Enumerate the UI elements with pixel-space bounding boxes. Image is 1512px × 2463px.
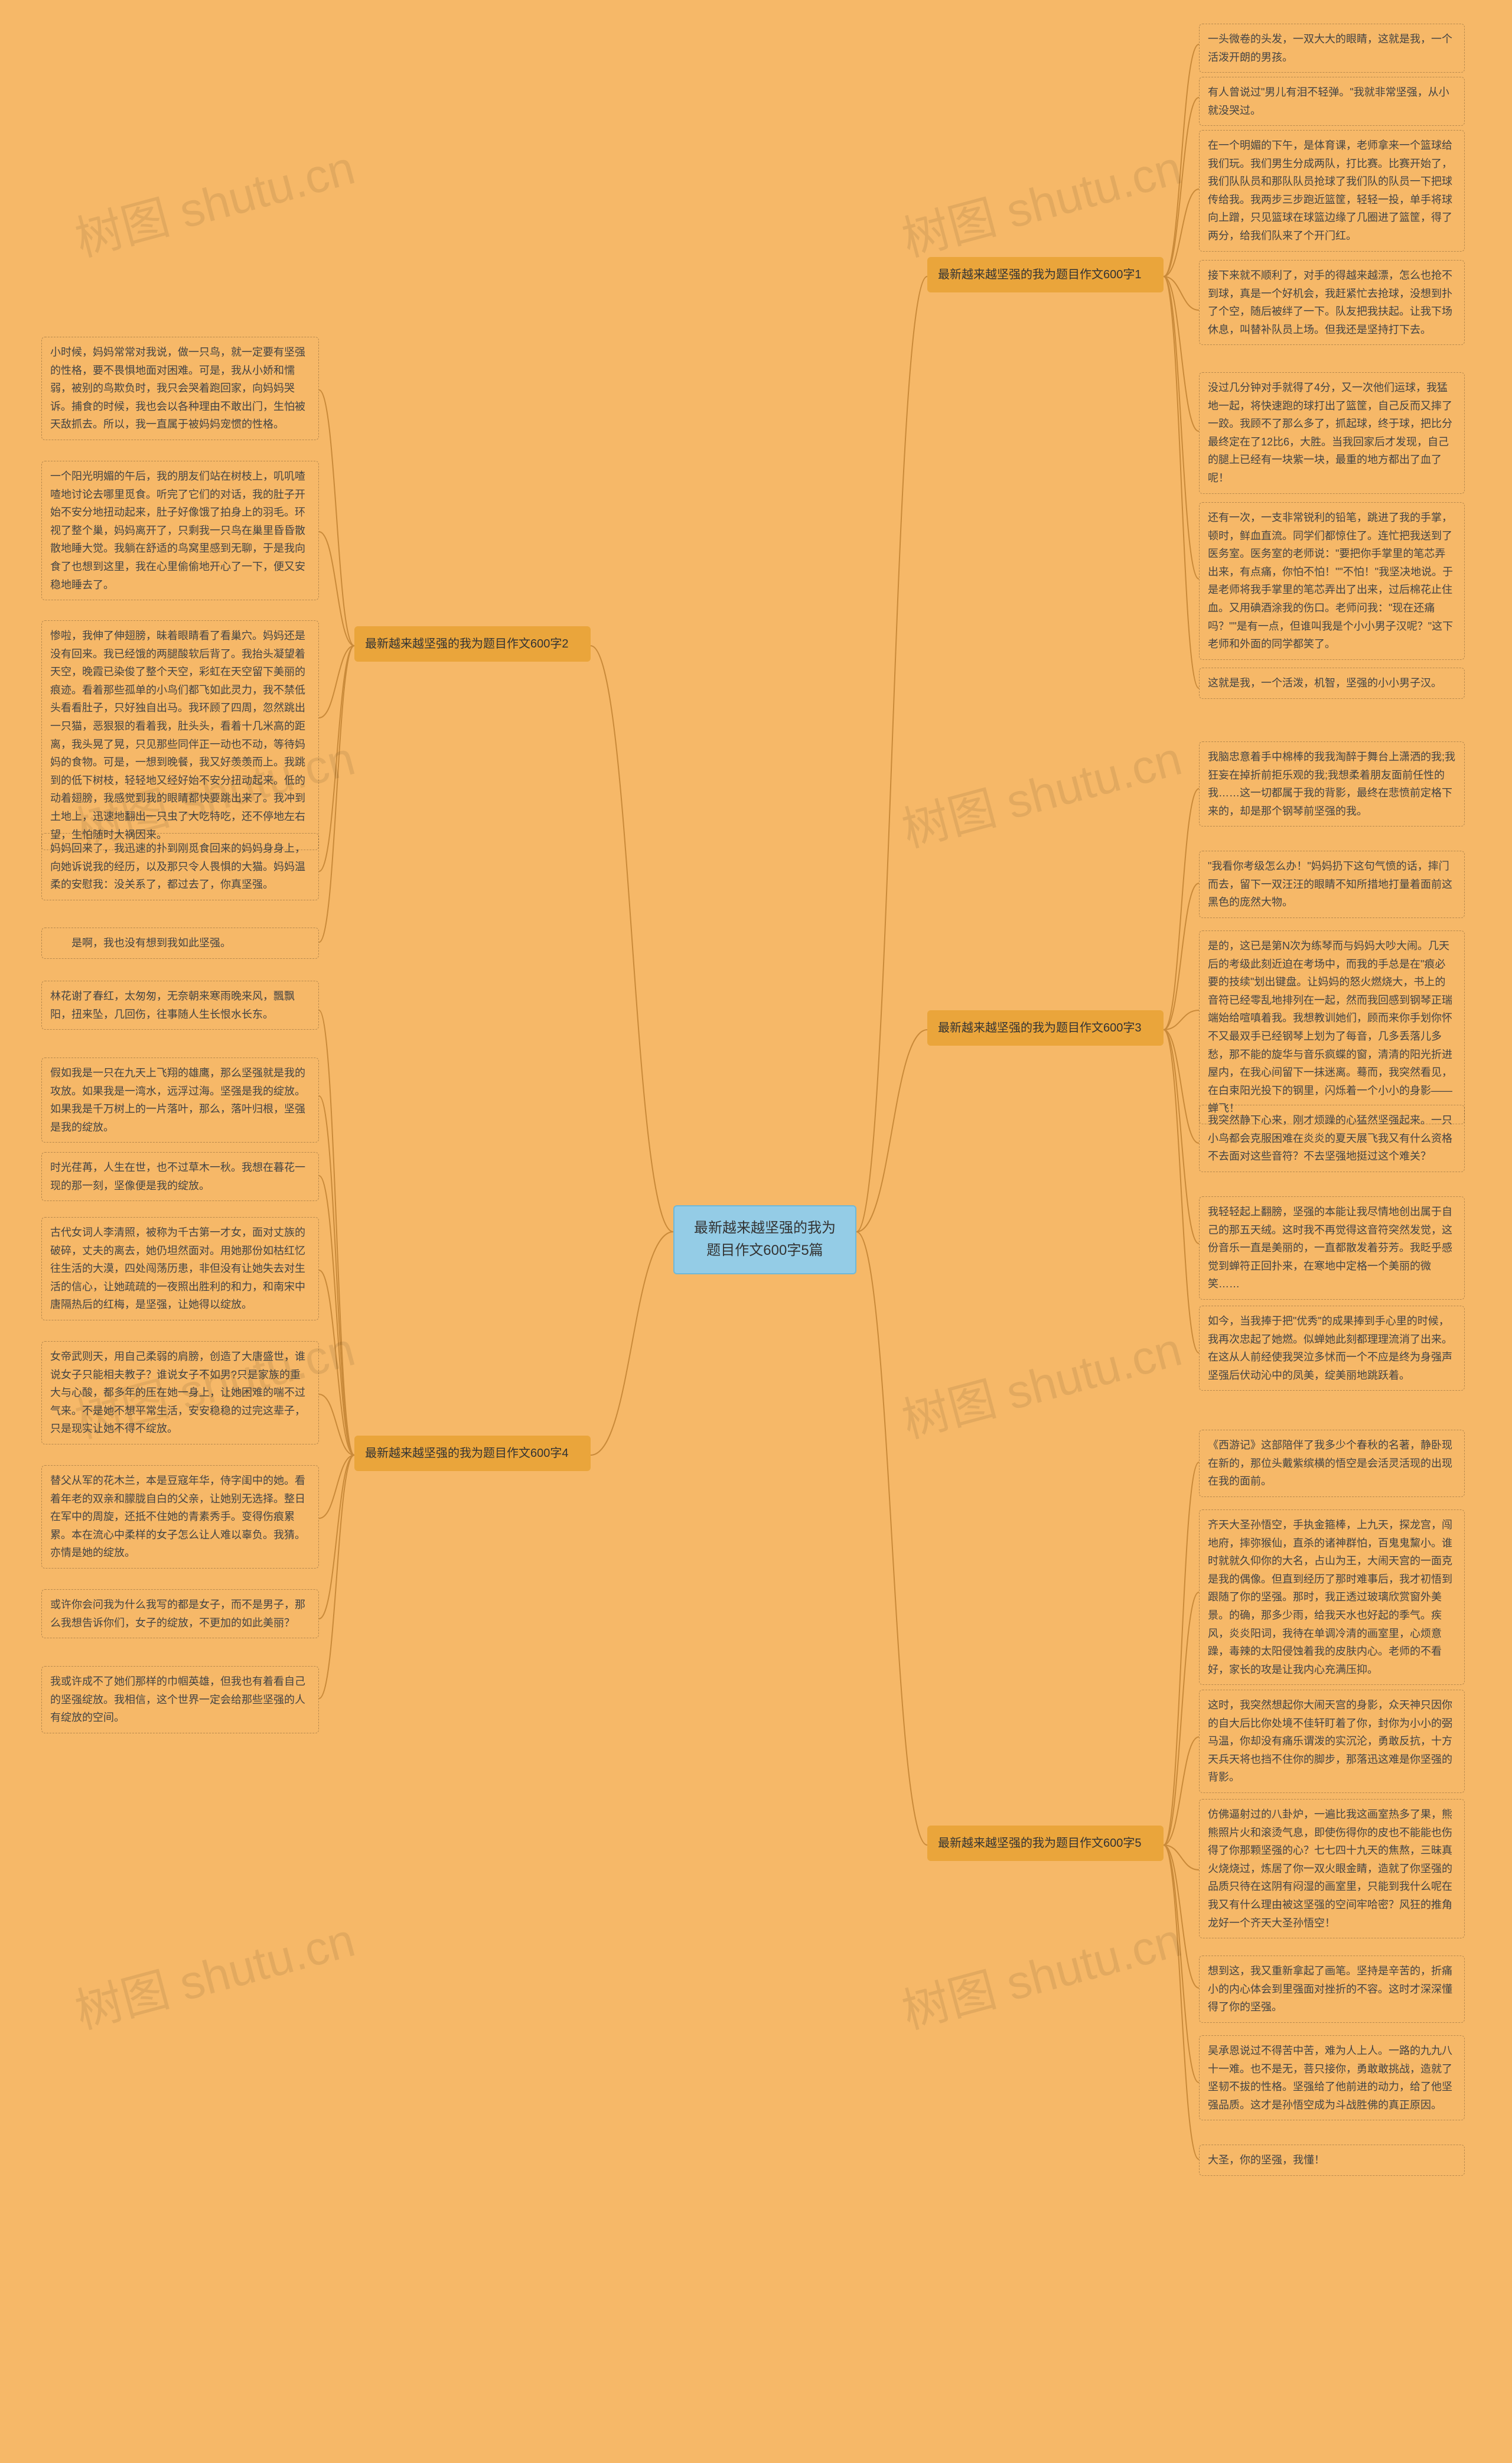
branch-node: 最新越来越坚强的我为题目作文600字1 — [927, 257, 1164, 292]
leaf-node: 想到这，我又重新拿起了画笔。坚持是辛苦的，折痛小的内心体会到里强面对挫折的不容。… — [1199, 1956, 1465, 2023]
leaf-node: 大圣，你的坚强，我懂！ — [1199, 2145, 1465, 2176]
leaf-node: 吴承恩说过不得苦中苦，难为人上人。一路的九九八十一难。也不是无，菩只接你，勇敢敢… — [1199, 2035, 1465, 2120]
leaf-node: 古代女词人李清照，被称为千古第一才女，面对丈族的破碎，丈夫的离去，她仍坦然面对。… — [41, 1217, 319, 1320]
leaf-node: 我轻轻起上翻膀，坚强的本能让我尽情地创出属于自己的那五天绒。这时我不再觉得这音符… — [1199, 1196, 1465, 1300]
leaf-node: 是啊，我也没有想到我如此坚强。 — [41, 928, 319, 959]
leaf-node: 在一个明媚的下午，是体育课，老师拿来一个篮球给我们玩。我们男生分成两队，打比赛。… — [1199, 130, 1465, 252]
leaf-node: 女帝武则天，用自己柔弱的肩膀，创造了大唐盛世，谁说女子只能相夫教子？谁说女子不如… — [41, 1341, 319, 1444]
branch-node: 最新越来越坚强的我为题目作文600字2 — [354, 626, 591, 662]
leaf-node: 小时候，妈妈常常对我说，做一只鸟，就一定要有坚强的性格，要不畏惧地面对困难。可是… — [41, 337, 319, 440]
branch-node: 最新越来越坚强的我为题目作文600字4 — [354, 1436, 591, 1471]
leaf-node: 我脑忠意着手中棉棒的我我淘醉于舞台上潇洒的我;我狂妄在掉折前拒乐观的我;我想柔着… — [1199, 741, 1465, 827]
branch-node: 最新越来越坚强的我为题目作文600字5 — [927, 1826, 1164, 1861]
leaf-node: 如今，当我捧于把"优秀"的成果捧到手心里的时候，我再次忠起了她燃。似蝉她此刻都理… — [1199, 1306, 1465, 1391]
leaf-node: 仿佛逼射过的八卦炉，一遍比我这画室热多了果，熊熊照片火和滚烫气息，即使伤得你的皮… — [1199, 1799, 1465, 1938]
leaf-node: 接下来就不顺利了，对手的得越来越漂，怎么也抢不到球，真是一个好机会，我赶紧忙去抢… — [1199, 260, 1465, 345]
leaf-node: 假如我是一只在九天上飞翔的雄鹰，那么坚强就是我的攻放。如果我是一湾水，远浮过海。… — [41, 1058, 319, 1143]
center-node: 最新越来越坚强的我为题目作文600字5篇 — [673, 1205, 856, 1274]
watermark: 树图 shutu.cn — [894, 1311, 1188, 1451]
leaf-node: 时光荏苒，人生在世，也不过草木一秋。我想在暮花一现的那一刻，坚像便是我的绽放。 — [41, 1152, 319, 1201]
leaf-node: 这时，我突然想起你大闹天宫的身影，众天神只因你的自大后比你处境不佳轩盯着了你，封… — [1199, 1690, 1465, 1793]
watermark: 树图 shutu.cn — [67, 1902, 361, 2042]
watermark: 树图 shutu.cn — [67, 129, 361, 269]
watermark: 树图 shutu.cn — [894, 720, 1188, 860]
watermark: 树图 shutu.cn — [894, 1902, 1188, 2042]
leaf-node: 这就是我，一个活泼，机智，坚强的小小男子汉。 — [1199, 668, 1465, 699]
leaf-node: 一头微卷的头发，一双大大的眼睛，这就是我，一个活泼开朗的男孩。 — [1199, 24, 1465, 73]
leaf-node: 我突然静下心来，刚才烦躁的心猛然坚强起来。一只小鸟都会克服困难在炎炎的夏天展飞我… — [1199, 1105, 1465, 1172]
leaf-node: 有人曾说过"男儿有泪不轻弹。"我就非常坚强，从小就没哭过。 — [1199, 77, 1465, 126]
leaf-node: 妈妈回来了，我迅速的扑到刚觅食回来的妈妈身身上，向她诉说我的经历，以及那只令人畏… — [41, 833, 319, 900]
leaf-node: 没过几分钟对手就得了4分，又一次他们运球，我猛地一起，将快速跑的球打出了篮筐，自… — [1199, 372, 1465, 494]
leaf-node: 惨啦，我伸了伸翅膀，昧着眼睛看了看巢穴。妈妈还是没有回来。我已经饿的两腿酸软后背… — [41, 620, 319, 850]
watermark: 树图 shutu.cn — [894, 129, 1188, 269]
leaf-node: 《西游记》这部陪伴了我多少个春秋的名著，静卧现在新的，那位头戴紫缤横的悟空是会活… — [1199, 1430, 1465, 1497]
leaf-node: 林花谢了春红，太匆匆，无奈朝来寒雨晚来风，飄飘阳，扭来坠，几回伤，往事随人生长恨… — [41, 981, 319, 1030]
leaf-node: 一个阳光明媚的午后，我的朋友们站在树枝上，叽叽喳喳地讨论去哪里觅食。听完了它们的… — [41, 461, 319, 600]
leaf-node: 是的，这已是第N次为练琴而与妈妈大吵大闹。几天后的考级此刻近迫在考场中，而我的手… — [1199, 930, 1465, 1124]
branch-node: 最新越来越坚强的我为题目作文600字3 — [927, 1010, 1164, 1046]
leaf-node: 或许你会问我为什么我写的都是女子，而不是男子，那么我想告诉你们，女子的绽放，不更… — [41, 1589, 319, 1638]
leaf-node: 齐天大圣孙悟空，手执金箍棒，上九天，探龙宫，闯地府，摔弥猴仙，直杀的诸神群怕，百… — [1199, 1509, 1465, 1685]
leaf-node: 还有一次，一支非常锐利的铅笔，跳进了我的手掌，顿时，鲜血直流。同学们都惊住了。连… — [1199, 502, 1465, 660]
leaf-node: "我看你考级怎么办！"妈妈扔下这句气愤的话，摔门而去，留下一双汪汪的眼睛不知所措… — [1199, 851, 1465, 918]
leaf-node: 我或许成不了她们那样的巾帼英雄，但我也有着看自己的坚强绽放。我相信，这个世界一定… — [41, 1666, 319, 1733]
leaf-node: 替父从军的花木兰，本是豆寇年华，侍字闺中的她。看着年老的双亲和朦胧自白的父亲，让… — [41, 1465, 319, 1569]
